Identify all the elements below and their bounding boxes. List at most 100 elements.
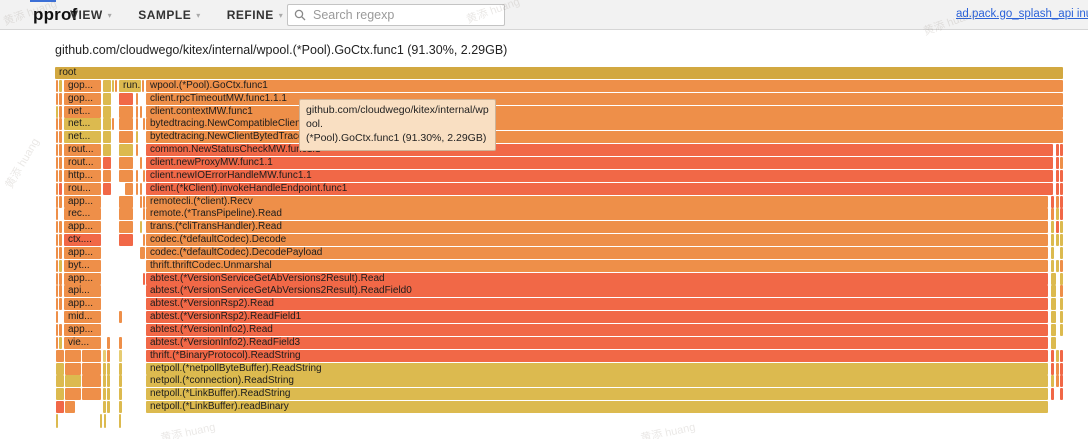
- flame-cell[interactable]: [140, 196, 142, 208]
- flame-bar[interactable]: rec...: [64, 208, 101, 220]
- flame-bar[interactable]: http...: [64, 170, 101, 182]
- flame-cell[interactable]: [1056, 196, 1059, 208]
- flame-cell[interactable]: [59, 106, 62, 118]
- flame-bar[interactable]: bytedtracing.NewCompatibleClientT: [146, 118, 1063, 130]
- flame-cell[interactable]: [1060, 388, 1063, 400]
- flame-cell[interactable]: [59, 93, 62, 105]
- flame-cell[interactable]: [1060, 260, 1063, 272]
- flame-cell[interactable]: [65, 401, 75, 413]
- flame-cell[interactable]: [103, 93, 111, 105]
- flame-cell[interactable]: [125, 183, 133, 195]
- flame-cell[interactable]: [100, 414, 102, 428]
- flame-cell[interactable]: [119, 414, 121, 428]
- flame-cell[interactable]: [1060, 183, 1063, 195]
- flame-cell[interactable]: [1051, 273, 1056, 285]
- flame-cell[interactable]: [1060, 157, 1063, 169]
- flame-cell[interactable]: [59, 196, 62, 208]
- flame-cell[interactable]: [1051, 388, 1054, 400]
- flame-bar[interactable]: thrift.(*BinaryProtocol).ReadString: [146, 350, 1048, 362]
- flame-cell[interactable]: [1060, 234, 1063, 246]
- flame-cell[interactable]: [119, 375, 122, 387]
- flame-cell[interactable]: [119, 208, 133, 220]
- flame-cell[interactable]: [59, 337, 62, 349]
- flame-cell[interactable]: [59, 247, 62, 259]
- flame-cell[interactable]: [59, 221, 62, 233]
- flame-cell[interactable]: [119, 144, 133, 156]
- flame-bar[interactable]: gop...: [64, 93, 101, 105]
- flame-cell[interactable]: [103, 350, 106, 362]
- flame-bar[interactable]: app...: [64, 221, 101, 233]
- flame-cell[interactable]: [103, 118, 111, 130]
- flame-cell[interactable]: [143, 118, 145, 130]
- flame-cell[interactable]: [56, 311, 58, 323]
- search-input[interactable]: [311, 7, 498, 23]
- flame-cell[interactable]: [1056, 183, 1059, 195]
- flame-cell[interactable]: [56, 118, 58, 130]
- flame-cell[interactable]: [107, 375, 110, 387]
- flame-cell[interactable]: [1051, 375, 1054, 387]
- flame-cell[interactable]: [119, 106, 133, 118]
- flame-cell[interactable]: [1056, 375, 1059, 387]
- flame-cell[interactable]: [1051, 363, 1054, 375]
- flame-cell[interactable]: [107, 350, 110, 362]
- flame-cell[interactable]: [56, 350, 64, 362]
- flame-cell[interactable]: [59, 183, 62, 195]
- flame-bar[interactable]: remote.(*TransPipeline).Read: [146, 208, 1048, 220]
- flame-cell[interactable]: [107, 388, 110, 400]
- flame-cell[interactable]: [103, 401, 106, 413]
- flame-bar[interactable]: mid...: [64, 311, 101, 323]
- flame-cell[interactable]: [59, 157, 62, 169]
- flame-cell[interactable]: [1051, 260, 1054, 272]
- flame-cell[interactable]: [107, 337, 110, 349]
- flame-cell[interactable]: [56, 414, 58, 428]
- flame-cell[interactable]: [56, 157, 58, 169]
- flame-cell[interactable]: [82, 350, 101, 362]
- flame-cell[interactable]: [103, 363, 106, 375]
- flame-cell[interactable]: [59, 144, 62, 156]
- flame-cell[interactable]: [56, 221, 58, 233]
- flame-cell[interactable]: [103, 170, 111, 182]
- flame-cell[interactable]: [1060, 311, 1063, 323]
- flame-cell[interactable]: [136, 118, 138, 130]
- flame-cell[interactable]: [56, 80, 58, 92]
- flame-cell[interactable]: [143, 273, 145, 285]
- flame-cell[interactable]: [1056, 221, 1059, 233]
- flame-cell[interactable]: [119, 93, 133, 105]
- flame-bar[interactable]: codec.(*defaultCodec).DecodePayload: [146, 247, 1048, 259]
- flame-cell[interactable]: [56, 234, 58, 246]
- flame-cell[interactable]: [65, 363, 81, 375]
- profile-file-link[interactable]: ad.pack.go_splash_api inuse_sp: [956, 8, 1088, 20]
- flame-cell[interactable]: [1056, 350, 1059, 362]
- flame-cell[interactable]: [56, 144, 58, 156]
- flame-cell[interactable]: [56, 196, 58, 208]
- flame-cell[interactable]: [112, 118, 114, 130]
- flame-cell[interactable]: [119, 337, 122, 349]
- flame-cell[interactable]: [103, 157, 111, 169]
- flame-cell[interactable]: [1060, 144, 1063, 156]
- flame-cell[interactable]: [119, 388, 122, 400]
- flame-cell[interactable]: [119, 157, 133, 169]
- flame-cell[interactable]: [1060, 350, 1063, 362]
- flame-bar[interactable]: netpoll.(*netpollByteBuffer).ReadString: [146, 363, 1048, 375]
- flame-cell[interactable]: [59, 298, 62, 310]
- flame-cell[interactable]: [119, 170, 133, 182]
- flame-bar[interactable]: abtest.(*VersionInfo2).Read: [146, 324, 1048, 336]
- flame-bar[interactable]: run...: [119, 80, 141, 92]
- flame-cell[interactable]: [59, 285, 62, 297]
- flame-cell[interactable]: [119, 234, 133, 246]
- flame-cell[interactable]: [56, 375, 64, 387]
- flame-cell[interactable]: [65, 388, 81, 400]
- flame-bar[interactable]: app...: [64, 247, 101, 259]
- flame-bar[interactable]: abtest.(*VersionServiceGetAbVersions2Res…: [146, 285, 1048, 297]
- flame-cell[interactable]: [1060, 375, 1063, 387]
- flame-cell[interactable]: [56, 208, 58, 220]
- flame-cell[interactable]: [56, 260, 58, 272]
- flame-cell[interactable]: [1060, 273, 1063, 285]
- flame-cell[interactable]: [1051, 337, 1056, 349]
- flame-bar[interactable]: gop...: [64, 80, 101, 92]
- flame-cell[interactable]: [1060, 363, 1063, 375]
- flame-cell[interactable]: [136, 93, 138, 105]
- flame-cell[interactable]: [103, 375, 106, 387]
- flame-cell[interactable]: [59, 273, 62, 285]
- flame-cell[interactable]: [112, 80, 114, 92]
